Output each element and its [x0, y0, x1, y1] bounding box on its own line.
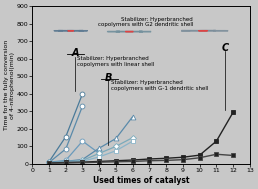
Text: Stabilizer: Hyperbranched
copolymers with G-1 dendritic shell: Stabilizer: Hyperbranched copolymers wit…: [111, 80, 208, 91]
Y-axis label: Time for the fully conversion
of 4-nitrophenol(min): Time for the fully conversion of 4-nitro…: [4, 40, 15, 130]
Text: C: C: [221, 43, 228, 53]
Polygon shape: [182, 30, 228, 31]
Text: Stabilizer: Hyperbranched
copolymers with G2 dendritic shell: Stabilizer: Hyperbranched copolymers wit…: [98, 17, 193, 27]
Text: B: B: [105, 73, 112, 83]
X-axis label: Used times of catalyst: Used times of catalyst: [93, 176, 189, 185]
Polygon shape: [108, 31, 151, 32]
Text: Stabilizer: Hyperbranched
copolymers with linear shell: Stabilizer: Hyperbranched copolymers wit…: [77, 56, 155, 67]
Text: A: A: [71, 49, 79, 58]
